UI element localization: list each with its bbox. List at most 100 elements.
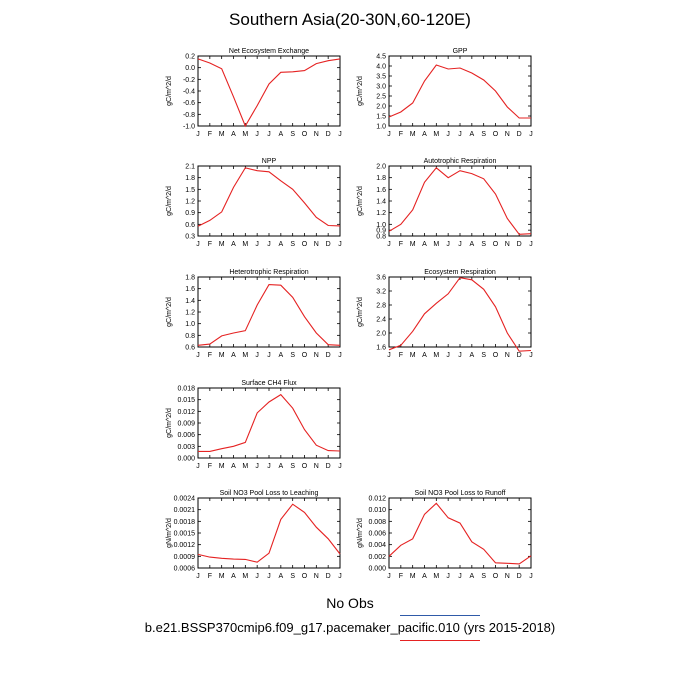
x-tick-label: M (410, 131, 416, 138)
x-tick-label: A (231, 463, 236, 470)
y-tick-label: 4.0 (376, 64, 386, 71)
x-tick-label: J (255, 463, 259, 470)
panel-title: Surface CH4 Flux (241, 380, 297, 387)
y-tick-label: 2.8 (376, 303, 386, 310)
x-tick-label: J (529, 573, 533, 580)
figure-title: Southern Asia(20-30N,60-120E) (229, 10, 471, 29)
y-axis-label: gC/m^2/d (166, 297, 173, 327)
x-tick-label: S (481, 352, 486, 359)
x-tick-label: F (208, 463, 212, 470)
x-tick-label: M (410, 241, 416, 248)
panel-7: Surface CH4 Flux 0.000 0.003 0.006 0.009 0.01… (166, 380, 342, 470)
y-tick-label: 0.8 (185, 333, 195, 340)
x-tick-label: J (255, 573, 259, 580)
panel-title: GPP (453, 48, 468, 55)
y-axis-label: gC/m^2/d (357, 76, 364, 106)
x-tick-label: J (196, 573, 200, 580)
x-tick-label: J (338, 352, 342, 359)
x-tick-label: F (208, 241, 212, 248)
y-tick-label: 0.000 (368, 566, 386, 573)
x-tick-label: O (493, 241, 499, 248)
x-tick-label: M (219, 573, 225, 580)
x-tick-label: J (338, 463, 342, 470)
y-tick-label: 0.004 (368, 542, 386, 549)
x-tick-label: A (278, 463, 283, 470)
x-tick-label: F (208, 573, 212, 580)
y-axis-label: gC/m^2/d (357, 186, 364, 216)
series-line (197, 284, 341, 346)
x-tick-label: J (267, 352, 271, 359)
x-tick-label: F (399, 131, 403, 138)
x-tick-label: J (529, 352, 533, 359)
panel-title: Soil NO3 Pool Loss to Leaching (220, 490, 319, 497)
series-line (388, 502, 532, 565)
y-tick-label: 0.008 (368, 519, 386, 526)
plot-frame (197, 387, 341, 459)
x-tick-label: A (422, 352, 427, 359)
plot-frame (197, 165, 341, 237)
panel-title: Heterotrophic Respiration (229, 269, 308, 276)
x-tick-label: J (458, 352, 462, 359)
x-tick-label: O (302, 463, 308, 470)
x-tick-label: J (387, 241, 391, 248)
plot-frame (197, 276, 341, 348)
panel-6: Ecosystem Respiration 1.6 2.0 2.4 2.8 3.2 3.6 J… (357, 269, 533, 359)
y-tick-label: 0.8 (376, 234, 386, 241)
panel-9: Soil NO3 Pool Loss to Runoff 0.000 0.002 0.… (357, 490, 533, 580)
series-line (388, 277, 532, 352)
series-line (388, 64, 531, 119)
x-tick-label: J (387, 131, 391, 138)
y-tick-label: 1.6 (376, 345, 386, 352)
x-tick-label: J (338, 241, 342, 248)
x-tick-label: J (255, 241, 259, 248)
y-tick-label: 0.0018 (174, 519, 196, 526)
y-tick-label: 0.009 (177, 421, 195, 428)
x-tick-label: A (278, 352, 283, 359)
y-tick-label: -0.4 (183, 89, 195, 96)
x-tick-label: D (326, 352, 331, 359)
y-tick-label: 1.5 (376, 114, 386, 121)
x-tick-label: M (242, 573, 248, 580)
x-tick-label: M (219, 463, 225, 470)
y-axis-label: gN/m^2/d (357, 518, 364, 548)
x-tick-label: D (517, 131, 522, 138)
x-tick-label: J (196, 463, 200, 470)
y-axis-label: gC/m^2/d (166, 76, 173, 106)
y-tick-label: 2.0 (376, 164, 386, 171)
x-tick-label: J (196, 352, 200, 359)
x-tick-label: J (196, 131, 200, 138)
plot-frame (388, 165, 532, 237)
y-tick-label: 1.0 (376, 124, 386, 131)
y-tick-label: 1.6 (185, 286, 195, 293)
y-tick-label: 0.9 (185, 210, 195, 217)
x-tick-label: S (481, 131, 486, 138)
x-tick-label: D (326, 463, 331, 470)
y-tick-label: 0.3 (185, 234, 195, 241)
y-tick-label: 0.018 (177, 386, 195, 393)
x-tick-label: M (410, 352, 416, 359)
x-tick-label: F (208, 131, 212, 138)
x-tick-label: J (338, 573, 342, 580)
y-tick-label: 0.012 (368, 496, 386, 503)
y-tick-label: 0.000 (177, 456, 195, 463)
series-line (197, 58, 341, 128)
x-tick-label: J (255, 352, 259, 359)
y-tick-label: 0.006 (368, 531, 386, 538)
x-tick-label: D (326, 573, 331, 580)
y-tick-label: 1.2 (185, 199, 195, 206)
y-tick-label: 1.2 (376, 210, 386, 217)
y-tick-label: 0.0009 (174, 554, 196, 561)
y-tick-label: -0.8 (183, 112, 195, 119)
x-tick-label: J (196, 241, 200, 248)
legend-run-line (400, 640, 480, 641)
x-tick-label: J (267, 463, 271, 470)
x-tick-label: O (302, 352, 308, 359)
x-tick-label: N (314, 463, 319, 470)
x-tick-label: M (433, 131, 439, 138)
y-tick-label: 3.2 (376, 289, 386, 296)
x-tick-label: A (231, 131, 236, 138)
series-line (197, 167, 341, 227)
series-line (198, 393, 341, 452)
